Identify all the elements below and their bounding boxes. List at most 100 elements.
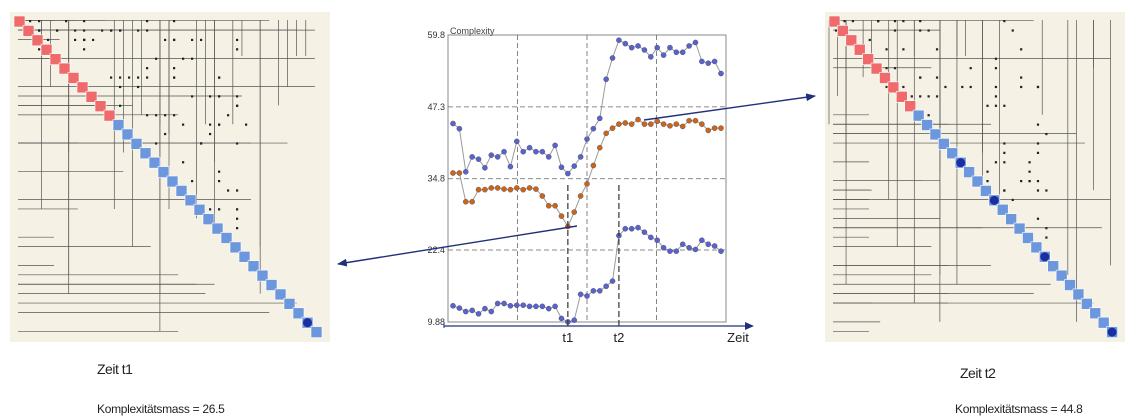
data-point-lower bbox=[590, 288, 597, 294]
dsm-dependency-mark bbox=[209, 123, 212, 126]
dsm-dependency-mark bbox=[1036, 85, 1040, 89]
data-point-middle bbox=[597, 144, 603, 151]
dsm-dependency-mark bbox=[245, 123, 248, 126]
dsm-dependency-mark bbox=[173, 114, 176, 117]
dsm-diagonal-cell bbox=[202, 213, 215, 225]
dsm-dependency-mark bbox=[218, 123, 221, 126]
dsm-dependency-mark bbox=[236, 48, 239, 51]
data-point-middle bbox=[705, 127, 711, 134]
dsm-dependency-mark bbox=[1045, 236, 1048, 239]
data-point-lower bbox=[463, 308, 469, 315]
dsm-highlight-dot bbox=[1107, 327, 1117, 337]
dsm-dependency-mark bbox=[128, 76, 131, 79]
dsm-dependency-mark bbox=[919, 76, 922, 79]
data-point-lower bbox=[507, 303, 514, 309]
dsm-dependency-mark bbox=[200, 142, 203, 145]
data-point-middle bbox=[501, 186, 507, 192]
data-point-lower bbox=[603, 283, 609, 289]
dsm-diagonal-cell bbox=[58, 62, 71, 75]
dsm-dependency-mark bbox=[146, 76, 149, 79]
dsm-diagonal-cell bbox=[13, 15, 26, 28]
data-point-lower bbox=[584, 293, 590, 299]
data-point-middle bbox=[488, 185, 495, 191]
dsm-dependency-mark bbox=[119, 85, 122, 89]
data-point-middle bbox=[526, 185, 533, 191]
dsm-dependency-mark bbox=[146, 29, 149, 32]
dsm-diagonal-cell bbox=[1055, 269, 1068, 282]
series-layer bbox=[450, 37, 724, 325]
dsm-dependency-mark bbox=[146, 20, 149, 23]
dsm-dependency-mark bbox=[218, 170, 221, 173]
arrow-to-t2-matrix bbox=[643, 93, 816, 121]
dsm-dependency-mark bbox=[191, 57, 194, 60]
data-point-upper bbox=[450, 120, 456, 127]
data-point-middle bbox=[711, 125, 718, 131]
dsm-dependency-mark bbox=[994, 67, 998, 70]
dsm-diagonal-cell bbox=[971, 175, 984, 188]
dsm-dependency-mark bbox=[236, 208, 239, 211]
dsm-diagonal-cell bbox=[67, 72, 80, 84]
dsm-diagonal-cell bbox=[103, 109, 116, 122]
dsm-dependency-mark bbox=[851, 20, 855, 23]
data-point-middle bbox=[469, 198, 475, 205]
data-point-upper bbox=[501, 148, 507, 155]
dsm-diagonal-cell bbox=[31, 34, 44, 47]
dsm-dependency-mark bbox=[1028, 161, 1031, 164]
dsm-dependency-mark bbox=[885, 85, 888, 89]
dsm-dependency-mark bbox=[935, 48, 939, 51]
dsm-dependency-mark bbox=[209, 208, 212, 211]
data-point-lower bbox=[648, 234, 654, 241]
data-point-upper bbox=[565, 170, 571, 177]
dsm-dependency-mark bbox=[38, 20, 41, 23]
dsm-dependency-mark bbox=[1028, 170, 1031, 173]
data-point-lower bbox=[482, 305, 488, 312]
data-point-upper bbox=[507, 163, 514, 170]
dsm-diagonal-cell bbox=[211, 222, 224, 235]
data-point-upper bbox=[635, 43, 641, 49]
dsm-dependency-mark bbox=[1003, 104, 1006, 107]
dsm-dependency-mark bbox=[146, 67, 149, 70]
dsm-diagonal-cell bbox=[112, 119, 125, 131]
y-tick-label: 47.3 bbox=[427, 102, 445, 112]
dsm-diagonal-cell bbox=[166, 175, 179, 188]
dsm-dependency-mark bbox=[1003, 142, 1006, 145]
dsm-dependency-mark bbox=[1028, 180, 1031, 183]
time-label-t2: Zeit t2 bbox=[960, 365, 996, 381]
data-point-upper bbox=[520, 148, 526, 155]
dsm-dependency-mark bbox=[1036, 151, 1040, 154]
data-point-upper bbox=[552, 142, 558, 149]
dsm-dependency-mark bbox=[1045, 227, 1048, 230]
data-point-middle bbox=[558, 213, 565, 219]
data-point-lower bbox=[494, 300, 501, 307]
data-point-lower bbox=[526, 303, 533, 310]
dsm-dependency-mark bbox=[74, 29, 77, 32]
dsm-dependency-mark bbox=[182, 161, 185, 164]
dsm-dependency-mark bbox=[236, 217, 239, 220]
dsm-dependency-mark bbox=[218, 208, 221, 211]
dsm-diagonal-cell bbox=[184, 194, 197, 207]
dsm-dependency-mark bbox=[236, 95, 239, 98]
data-point-middle bbox=[667, 123, 673, 129]
data-point-middle bbox=[482, 186, 488, 193]
dsm-content bbox=[13, 15, 323, 338]
dsm-diagonal-cell bbox=[1005, 213, 1017, 225]
dsm-diagonal-cell bbox=[837, 25, 849, 37]
dsm-diagonal-cell bbox=[912, 109, 925, 122]
data-point-middle bbox=[603, 130, 609, 137]
data-point-lower bbox=[622, 225, 629, 232]
data-point-lower bbox=[520, 302, 526, 308]
dsm-dependency-mark bbox=[902, 85, 905, 89]
data-point-middle bbox=[699, 121, 705, 127]
dsm-dependency-mark bbox=[868, 38, 871, 42]
dsm-highlight-dot bbox=[956, 158, 966, 168]
gridlines bbox=[448, 35, 726, 322]
dsm-dependency-mark bbox=[191, 180, 194, 183]
x-axis-arrowhead bbox=[745, 322, 754, 330]
dsm-diagonal-cell bbox=[1072, 288, 1085, 301]
data-point-upper bbox=[648, 54, 654, 60]
data-point-upper bbox=[482, 165, 488, 171]
complexity-measure-t2: Komplexitätsmass = 44.8 bbox=[955, 402, 1083, 416]
dsm-diagonal-cell bbox=[879, 72, 891, 84]
dsm-dependency-mark bbox=[927, 29, 930, 32]
dsm-diagonal-cell bbox=[247, 260, 260, 273]
